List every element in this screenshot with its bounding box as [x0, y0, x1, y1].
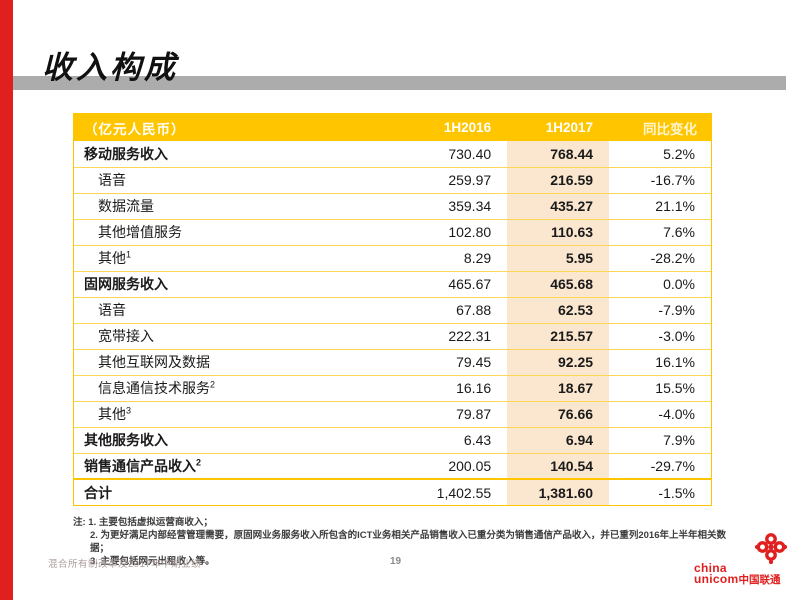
row-value-1h2016: 259.97 — [433, 166, 508, 193]
row-value-1h2017: 110.63 — [507, 218, 610, 245]
wordmark-line2: unicom中国联通 — [694, 572, 781, 587]
row-value-1h2016: 730.40 — [433, 141, 508, 167]
row-label: 移动服务收入 — [74, 141, 434, 167]
page-title: 收入构成 — [42, 50, 178, 86]
deck-title: 混合所有制改革及2017年中期业绩 — [48, 559, 202, 570]
unicom-wordmark: china unicom中国联通 — [694, 560, 781, 587]
table-header-row: （亿元人民币） 1H2016 1H2017 同比变化 — [74, 114, 711, 141]
row-value-change: -16.7% — [609, 166, 711, 193]
row-value-change: -3.0% — [609, 322, 711, 349]
china-unicom-logo: china unicom中国联通 — [694, 533, 790, 588]
footnotes: 注: 1. 主要包括虚拟运营商收入； 2. 为更好满足内部经营管理需要，原固网业务… — [73, 516, 733, 568]
row-value-1h2016: 79.45 — [433, 348, 508, 375]
row-value-1h2017: 62.53 — [507, 296, 610, 323]
row-value-change: -28.2% — [609, 244, 711, 271]
table-row: 其他3 79.87 76.66 -4.0% — [74, 400, 711, 427]
row-label: 宽带接入 — [74, 322, 434, 349]
row-label: 其他增值服务 — [74, 218, 434, 245]
row-value-change: -4.0% — [609, 400, 711, 427]
table-row: 合计 1,402.55 1,381.60 -1.5% — [74, 478, 711, 505]
row-value-change: -7.9% — [609, 296, 711, 323]
left-accent-bar — [0, 0, 13, 600]
row-value-1h2016: 465.67 — [433, 270, 508, 297]
row-value-1h2016: 16.16 — [433, 374, 508, 401]
row-value-change: 0.0% — [609, 270, 711, 297]
row-value-1h2016: 102.80 — [433, 218, 508, 245]
row-value-1h2017: 465.68 — [507, 270, 610, 297]
row-value-1h2017: 140.54 — [507, 452, 610, 479]
row-label: 其他1 — [74, 244, 434, 271]
row-value-1h2016: 67.88 — [433, 296, 508, 323]
row-value-change: 7.6% — [609, 218, 711, 245]
wordmark-line1: china — [694, 560, 727, 575]
row-value-1h2017: 435.27 — [507, 192, 610, 219]
table-row: 数据流量 359.34 435.27 21.1% — [74, 192, 711, 219]
row-value-change: 15.5% — [609, 374, 711, 401]
row-label: 信息通信技术服务2 — [74, 374, 434, 401]
row-label: 其他3 — [74, 400, 434, 427]
row-value-1h2017: 215.57 — [507, 322, 610, 349]
title-underline-bar — [13, 76, 786, 90]
row-value-change: 21.1% — [609, 192, 711, 219]
row-value-1h2017: 5.95 — [507, 244, 610, 271]
table-row: 宽带接入 222.31 215.57 -3.0% — [74, 322, 711, 349]
table-row: 固网服务收入 465.67 465.68 0.0% — [74, 270, 711, 297]
row-value-change: 7.9% — [609, 426, 711, 453]
table-row: 信息通信技术服务2 16.16 18.67 15.5% — [74, 374, 711, 401]
row-value-1h2016: 79.87 — [433, 400, 508, 427]
row-label: 其他互联网及数据 — [74, 348, 434, 375]
row-label: 合计 — [74, 478, 434, 505]
footnote-line: 注: 1. 主要包括虚拟运营商收入； — [73, 517, 213, 528]
table-body: 移动服务收入 730.40 768.44 5.2% 语音 259.97 216.… — [74, 141, 711, 505]
row-value-1h2016: 6.43 — [433, 426, 508, 453]
column-header-yoy-change: 同比变化 — [609, 114, 711, 141]
table-row: 语音 67.88 62.53 -7.9% — [74, 296, 711, 323]
row-value-1h2017: 216.59 — [507, 166, 610, 193]
table-row: 其他1 8.29 5.95 -28.2% — [74, 244, 711, 271]
row-value-1h2016: 8.29 — [433, 244, 508, 271]
row-value-change: -1.5% — [609, 478, 711, 505]
row-value-change: -29.7% — [609, 452, 711, 479]
table-row: 其他服务收入 6.43 6.94 7.9% — [74, 426, 711, 453]
row-label: 语音 — [74, 166, 434, 193]
wordmark-chinese: 中国联通 — [738, 574, 781, 587]
row-value-1h2017: 92.25 — [507, 348, 610, 375]
row-value-1h2016: 359.34 — [433, 192, 508, 219]
page-number: 19 — [390, 556, 402, 567]
table-row: 其他互联网及数据 79.45 92.25 16.1% — [74, 348, 711, 375]
unicom-knot-icon — [754, 532, 788, 571]
row-value-1h2017: 768.44 — [507, 141, 610, 167]
footnote-line: 3. 主要包括网元出租收入等。 — [90, 556, 215, 568]
revenue-table: （亿元人民币） 1H2016 1H2017 同比变化 移动服务收入 730.40… — [73, 113, 712, 506]
row-label: 数据流量 — [74, 192, 434, 219]
table-row: 移动服务收入 730.40 768.44 5.2% — [74, 141, 711, 167]
row-label: 语音 — [74, 296, 434, 323]
row-value-change: 16.1% — [609, 348, 711, 375]
row-value-1h2017: 6.94 — [507, 426, 610, 453]
column-header-1h2016: 1H2016 — [433, 114, 508, 141]
row-label: 销售通信产品收入2 — [74, 452, 434, 479]
row-label: 固网服务收入 — [74, 270, 434, 297]
row-value-1h2017: 18.67 — [507, 374, 610, 401]
row-value-1h2016: 200.05 — [433, 452, 508, 479]
table-row: 销售通信产品收入2 200.05 140.54 -29.7% — [74, 452, 711, 479]
row-value-1h2016: 1,402.55 — [433, 478, 508, 505]
unit-header-cell: （亿元人民币） — [74, 114, 434, 141]
column-header-1h2017: 1H2017 — [507, 114, 610, 141]
row-value-change: 5.2% — [609, 141, 711, 167]
row-value-1h2017: 76.66 — [507, 400, 610, 427]
table-row: 语音 259.97 216.59 -16.7% — [74, 166, 711, 193]
footnote-line: 2. 为更好满足内部经营管理需要，原固网业务服务收入所包含的ICT业务相关产品销… — [90, 530, 727, 555]
row-value-1h2016: 222.31 — [433, 322, 508, 349]
row-label: 其他服务收入 — [74, 426, 434, 453]
table-row: 其他增值服务 102.80 110.63 7.6% — [74, 218, 711, 245]
row-value-1h2017: 1,381.60 — [507, 478, 610, 505]
